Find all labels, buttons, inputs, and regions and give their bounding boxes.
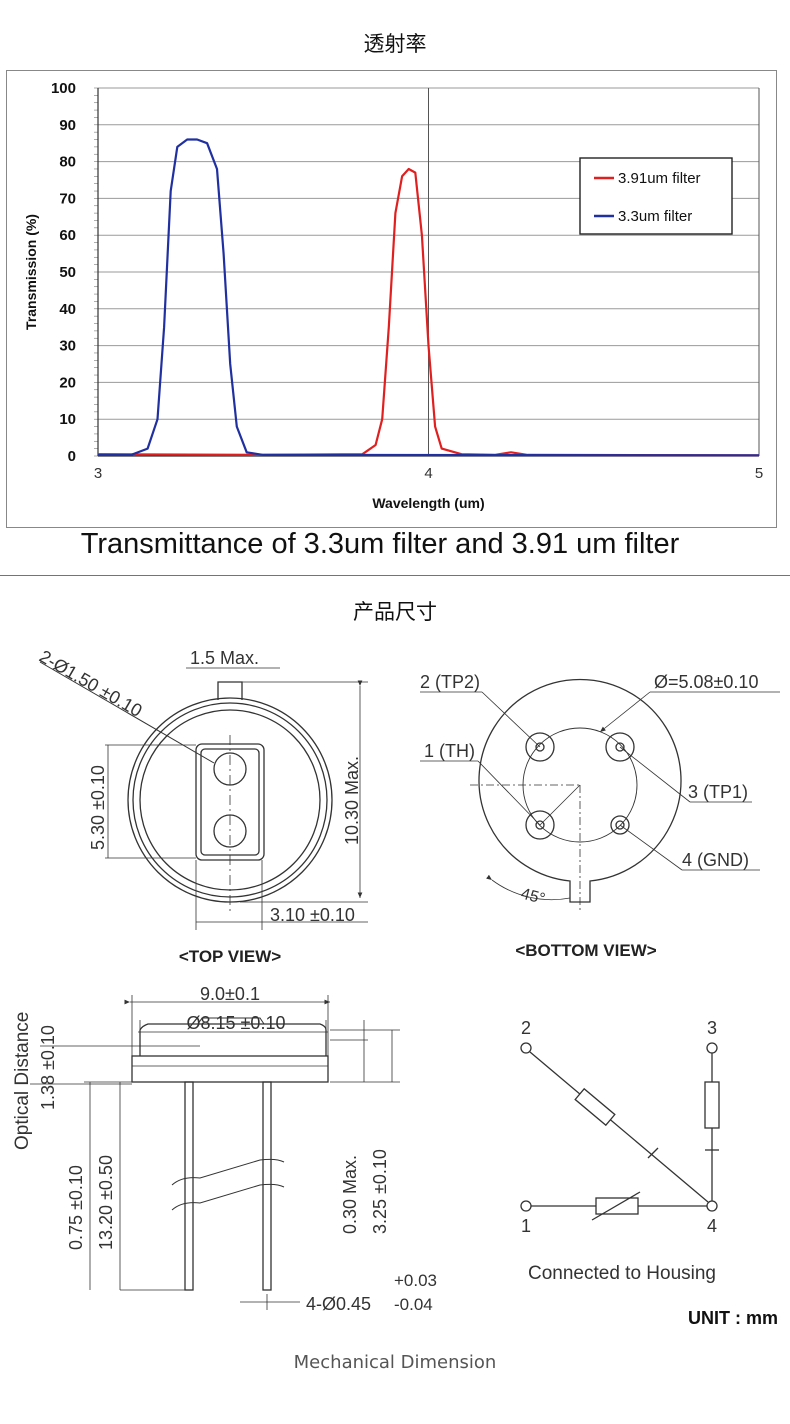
bottom-pin3-label: 3 (TP1) [688, 782, 748, 802]
lead-tol-minus: -0.04 [394, 1295, 433, 1314]
chart-caption: Transmittance of 3.3um filter and 3.91 u… [80, 528, 680, 560]
x-tick-label: 3 [94, 465, 102, 482]
y-tick-label: 30 [59, 338, 76, 355]
series-line-1 [98, 138, 760, 457]
top-view [39, 661, 368, 930]
section-divider [0, 575, 790, 576]
y-tick-label: 70 [59, 190, 76, 207]
section-title-dimensions: 产品尺寸 [353, 600, 437, 624]
x-tick-label: 4 [424, 465, 432, 482]
bottom-body [478, 678, 682, 903]
y-tick-label: 40 [59, 301, 76, 318]
section-title-transmittance: 透射率 [363, 32, 427, 56]
bottom-view-label: <BOTTOM VIEW> [515, 941, 656, 960]
bottom-diameter-label: Ø=5.08±0.10 [654, 672, 758, 692]
bottom-pin1-label: 1 (TH) [424, 741, 475, 761]
circuit-diagram [520, 1042, 720, 1221]
resistor-element [704, 1081, 720, 1129]
y-tick-label: 80 [59, 154, 76, 171]
top-tab-dim: 1.5 Max. [190, 648, 259, 668]
top-height-dim: 10.30 Max. [342, 756, 362, 845]
optical-distance-label: Optical Distance [12, 1012, 33, 1150]
top-tab [217, 681, 243, 700]
y-tick-label: 10 [59, 411, 76, 428]
y-tick-label: 20 [59, 374, 76, 391]
bottom-pin4-label: 4 (GND) [682, 850, 749, 870]
side-lead-1 [184, 1081, 194, 1291]
legend-box [579, 157, 733, 235]
legend-entry: 3.3um filter [618, 208, 692, 225]
y-tick-label: 60 [59, 227, 76, 244]
flange-dim: 0.75 ±0.10 [66, 1165, 86, 1250]
bottom-pin2-label: 2 (TP2) [420, 672, 480, 692]
lead-diameter-dim: 4-Ø0.45 [306, 1294, 371, 1314]
top-hole-dim: 2-Ø1.50 ±0.10 [36, 646, 146, 721]
circuit-pin1: 1 [521, 1216, 531, 1236]
max-dim: 0.30 Max. [340, 1155, 360, 1234]
unit-label: UNIT : mm [688, 1308, 778, 1328]
side-outer-dim: 9.0±0.1 [200, 984, 260, 1004]
circuit-pin2: 2 [521, 1018, 531, 1038]
bottom-angle-label: 45° [519, 885, 547, 908]
housing-note: Connected to Housing [528, 1263, 716, 1284]
thermopile-element [574, 1087, 616, 1127]
y-tick-label: 50 [59, 264, 76, 281]
bottom-view [420, 678, 780, 910]
optical-distance-dim: 1.38 ±0.10 [38, 1025, 58, 1110]
circuit-pin3: 3 [707, 1018, 717, 1038]
y-tick-label: 90 [59, 117, 76, 134]
y-tick-label: 100 [51, 80, 76, 97]
x-axis-label: Wavelength (um) [372, 495, 484, 511]
side-base [131, 1055, 329, 1083]
lead-tol-plus: +0.03 [394, 1271, 437, 1290]
x-tick-label: 5 [755, 465, 763, 482]
mechanical-drawing: 2-Ø1.50 ±0.10 1.5 Max. 10.30 Max. 5.30 ±… [12, 646, 780, 1328]
side-lead-2 [262, 1081, 272, 1291]
legend-entry: 3.91um filter [618, 170, 701, 187]
top-width-dim: 3.10 ±0.10 [270, 905, 355, 925]
footer-caption: Mechanical Dimension [293, 1352, 497, 1373]
side-view [30, 995, 400, 1310]
y-axis-label: Transmission (%) [23, 214, 39, 330]
top-view-label: <TOP VIEW> [179, 947, 281, 966]
body-height-dim: 3.25 ±0.10 [370, 1149, 390, 1234]
hole-leader [39, 661, 215, 764]
y-tick-label: 0 [68, 448, 76, 465]
side-inner-dim: Ø8.15 ±0.10 [187, 1013, 286, 1033]
circuit-pin4: 4 [707, 1216, 717, 1236]
lead-length-dim: 13.20 ±0.50 [96, 1155, 116, 1250]
top-window-dim: 5.30 ±0.10 [88, 765, 108, 850]
